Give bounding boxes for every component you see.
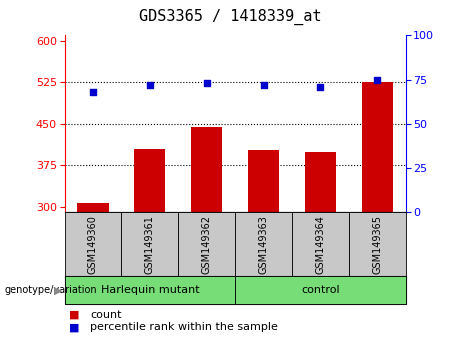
Text: GSM149362: GSM149362 xyxy=(201,215,212,274)
Text: GSM149361: GSM149361 xyxy=(145,215,155,274)
Text: ▶: ▶ xyxy=(54,285,62,295)
Text: GSM149364: GSM149364 xyxy=(315,215,325,274)
Bar xyxy=(235,212,292,276)
Text: genotype/variation: genotype/variation xyxy=(5,285,97,295)
Bar xyxy=(349,212,406,276)
Bar xyxy=(361,82,393,212)
Point xyxy=(317,84,324,90)
Bar xyxy=(292,212,349,276)
Bar xyxy=(121,212,178,276)
Bar xyxy=(178,212,235,276)
Point xyxy=(89,89,97,95)
Text: GSM149363: GSM149363 xyxy=(259,215,269,274)
Point xyxy=(373,77,381,82)
Text: count: count xyxy=(90,310,121,320)
Bar xyxy=(191,127,222,212)
Point xyxy=(260,82,267,88)
Text: ■: ■ xyxy=(69,310,80,320)
Bar xyxy=(248,150,279,212)
Bar xyxy=(65,212,121,276)
Text: GSM149365: GSM149365 xyxy=(372,215,382,274)
Bar xyxy=(77,203,109,212)
Bar xyxy=(235,276,406,304)
Bar xyxy=(305,152,336,212)
Text: GDS3365 / 1418339_at: GDS3365 / 1418339_at xyxy=(139,9,322,25)
Bar xyxy=(65,276,235,304)
Point xyxy=(203,80,210,86)
Point xyxy=(146,82,154,88)
Text: ■: ■ xyxy=(69,322,80,332)
Text: Harlequin mutant: Harlequin mutant xyxy=(100,285,199,295)
Text: control: control xyxy=(301,285,340,295)
Bar xyxy=(134,149,165,212)
Text: percentile rank within the sample: percentile rank within the sample xyxy=(90,322,278,332)
Text: GSM149360: GSM149360 xyxy=(88,215,98,274)
